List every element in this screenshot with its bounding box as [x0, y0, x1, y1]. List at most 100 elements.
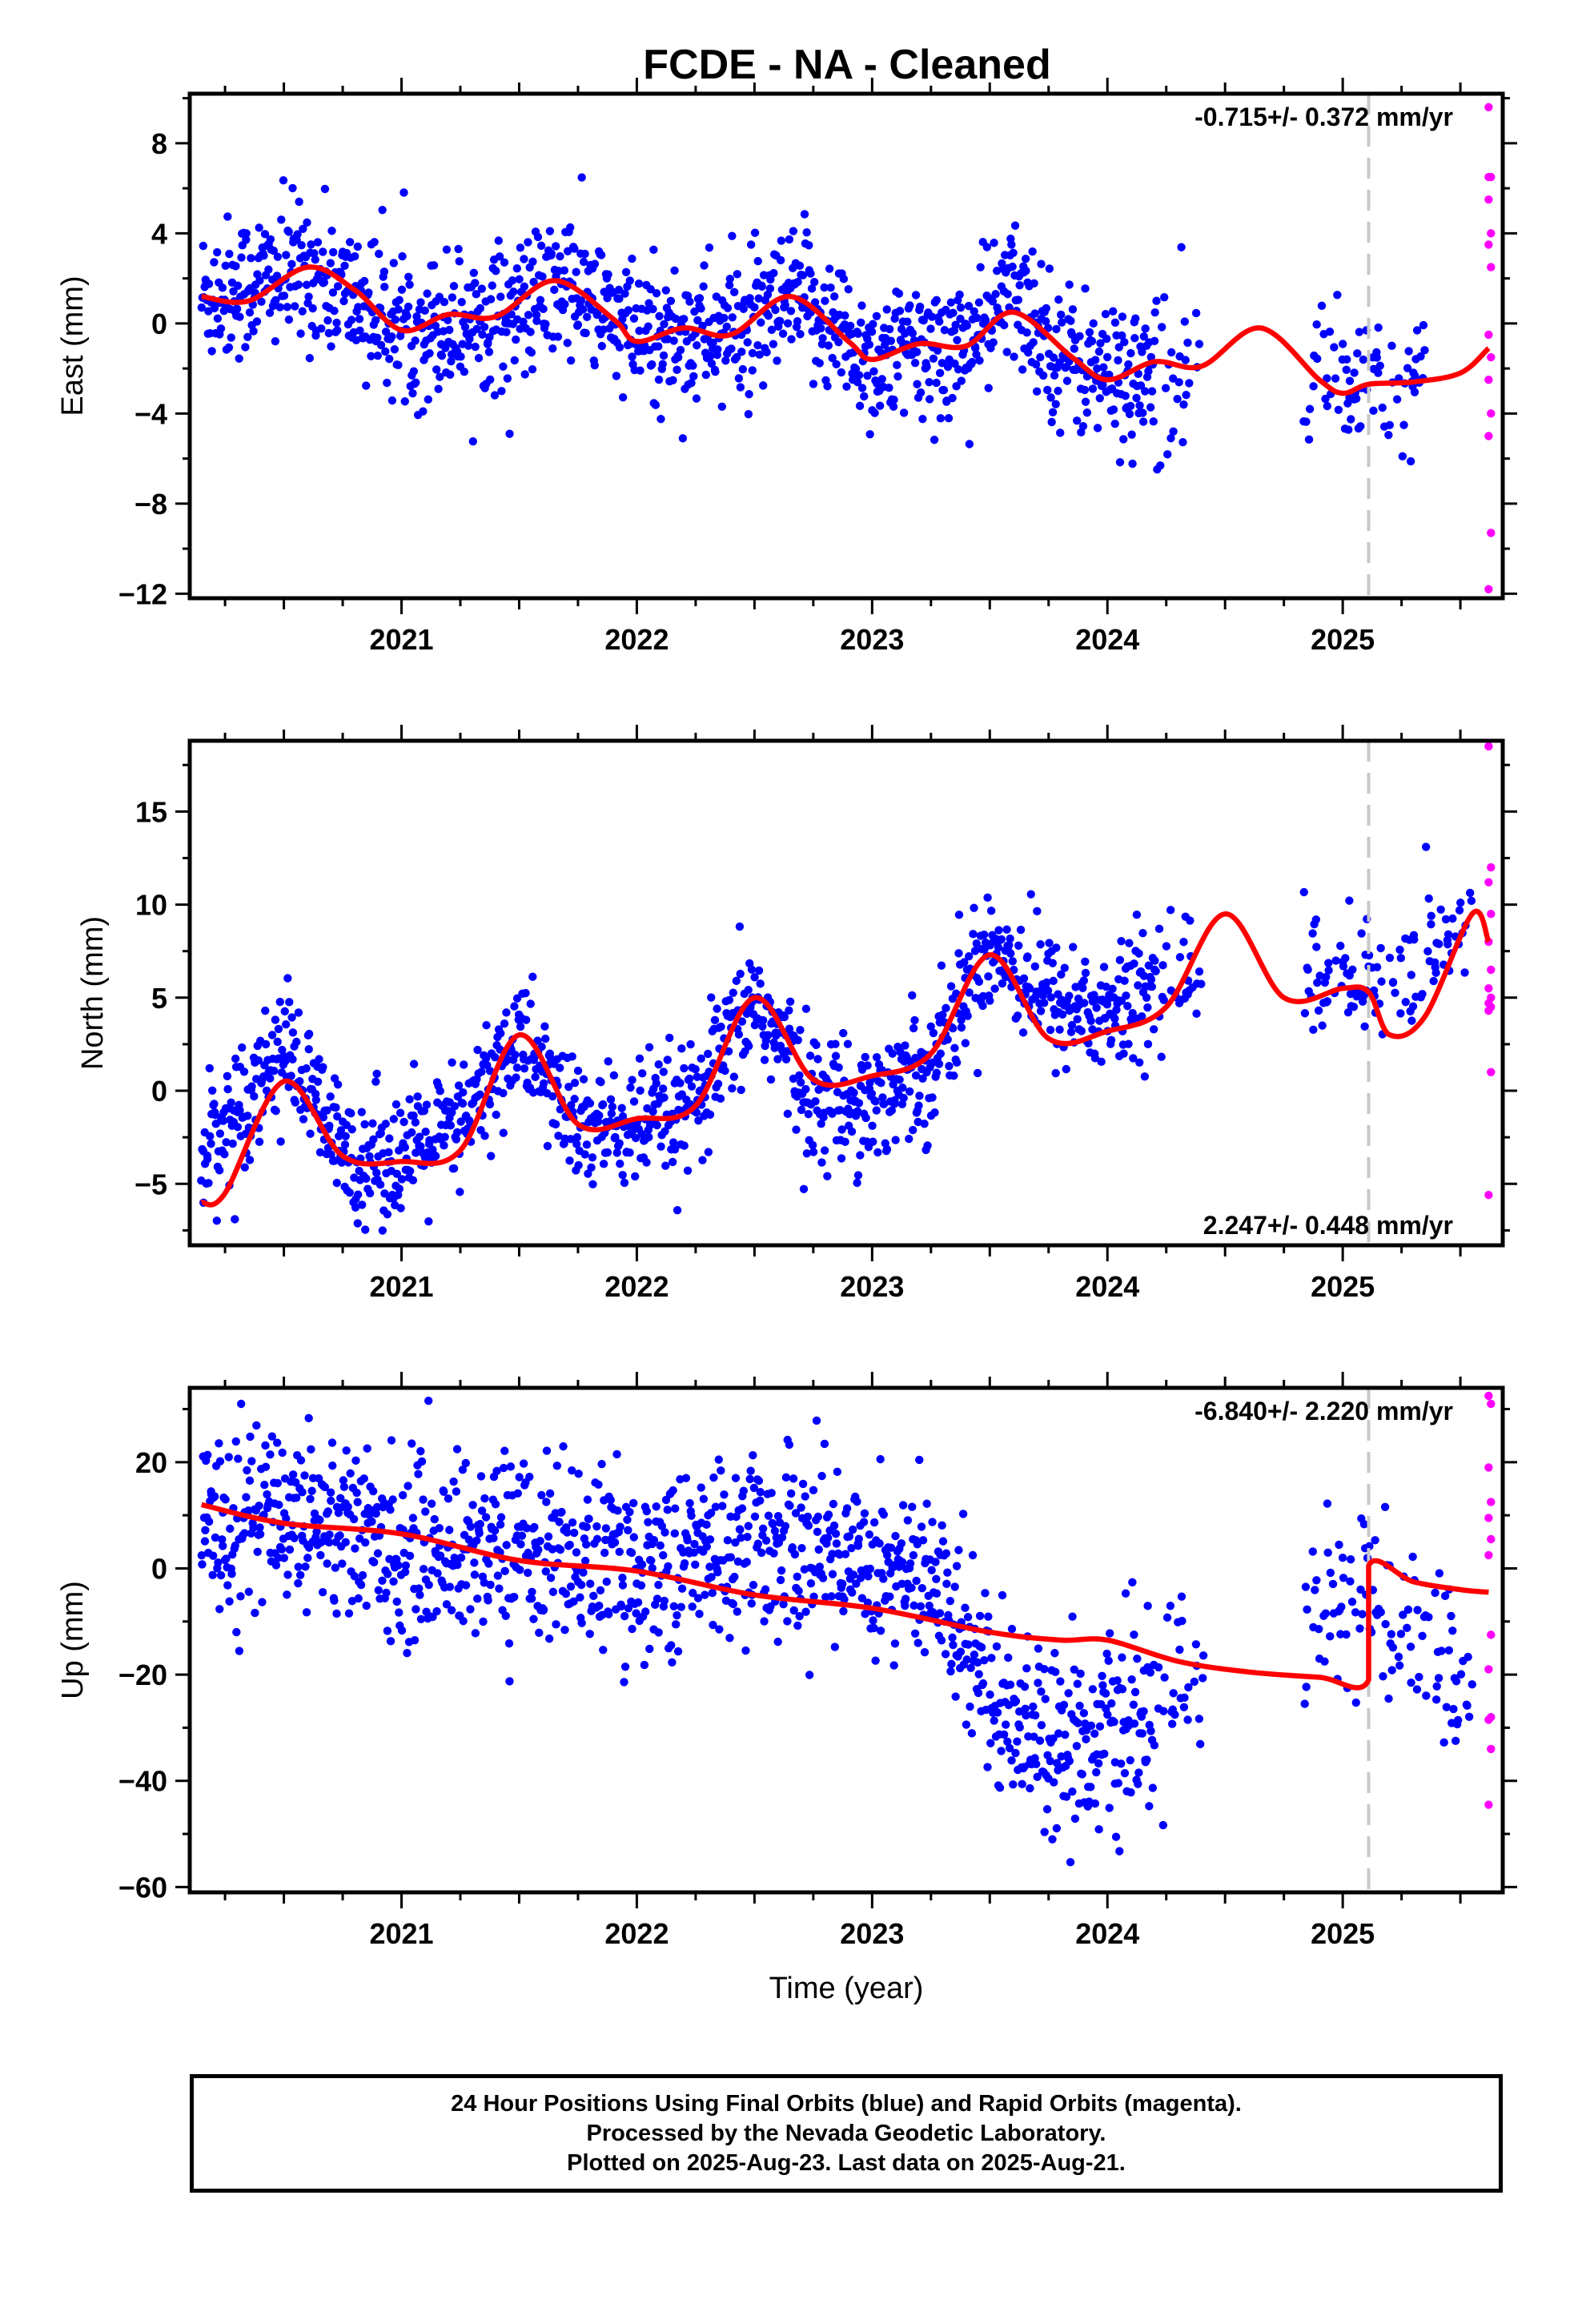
east-final-orbit-point [1109, 307, 1118, 316]
up-final-orbit-point [495, 1584, 504, 1593]
north-final-orbit-point [713, 1004, 721, 1013]
east-final-orbit-point [1054, 386, 1062, 396]
north-final-orbit-point [1372, 963, 1382, 971]
north-final-orbit-point [1120, 976, 1129, 985]
north-final-orbit-point [1086, 1016, 1095, 1026]
up-final-orbit-point [352, 1488, 361, 1498]
east-final-orbit-point [889, 402, 898, 411]
east-final-orbit-point [448, 293, 457, 302]
north-final-orbit-point [1159, 995, 1168, 1005]
up-final-orbit-point [1061, 1730, 1070, 1739]
east-final-orbit-point [1109, 405, 1118, 414]
up-final-orbit-point [820, 1439, 829, 1449]
up-final-orbit-point [767, 1489, 776, 1498]
north-final-orbit-point [459, 1088, 468, 1097]
up-final-orbit-point [1139, 1707, 1148, 1716]
up-final-orbit-point [681, 1474, 691, 1482]
east-final-orbit-point [590, 360, 599, 370]
up-final-orbit-point [565, 1540, 574, 1550]
north-final-orbit-point [1142, 993, 1151, 1003]
east-final-orbit-point [652, 289, 661, 298]
up-final-orbit-point [860, 1509, 869, 1518]
north-final-orbit-point [1129, 1054, 1138, 1063]
north-final-orbit-point [668, 1157, 677, 1167]
north-final-orbit-point [742, 1009, 752, 1018]
up-final-orbit-point [555, 1518, 564, 1526]
north-final-orbit-point [853, 1178, 861, 1188]
north-final-orbit-point [946, 982, 956, 991]
up-final-orbit-point [1180, 1693, 1189, 1703]
east-final-orbit-point [247, 254, 255, 263]
north-final-orbit-point [1424, 894, 1433, 903]
east-final-orbit-point [700, 261, 709, 270]
north-final-orbit-point [869, 1137, 877, 1146]
up-final-orbit-point [1127, 1675, 1136, 1684]
up-final-orbit-point [1183, 1715, 1192, 1724]
north-final-orbit-point [539, 1079, 548, 1088]
up-final-orbit-point [777, 1566, 786, 1575]
up-final-orbit-point [1351, 1608, 1360, 1617]
up-rapid-orbit-point [1484, 1715, 1493, 1724]
north-final-orbit-point [659, 1068, 668, 1076]
east-final-orbit-point [577, 173, 586, 182]
north-final-orbit-point [952, 989, 961, 998]
east-ylabel: East (mm) [56, 275, 90, 416]
up-final-orbit-point [536, 1536, 544, 1546]
up-final-orbit-point [367, 1517, 376, 1526]
up-final-orbit-point [332, 1609, 341, 1618]
up-final-orbit-point [1107, 1699, 1116, 1708]
up-final-orbit-point [1431, 1588, 1439, 1598]
east-final-orbit-point [748, 366, 757, 375]
up-final-orbit-point [1066, 1858, 1075, 1867]
up-final-orbit-point [1011, 1697, 1021, 1706]
up-final-orbit-point [1105, 1629, 1114, 1638]
north-final-orbit-point [211, 1110, 219, 1120]
up-final-orbit-point [824, 1510, 833, 1519]
up-final-orbit-point [1148, 1783, 1158, 1792]
north-final-orbit-point [353, 1190, 363, 1199]
north-final-orbit-point [915, 1092, 924, 1100]
up-final-orbit-point [1030, 1711, 1040, 1720]
up-final-orbit-point [1078, 1770, 1086, 1779]
north-final-orbit-point [271, 1106, 280, 1116]
east-final-orbit-point [793, 277, 802, 287]
north-final-orbit-point [1097, 1057, 1106, 1067]
east-final-orbit-point [471, 279, 480, 287]
north-final-orbit-point [1106, 1035, 1116, 1045]
up-final-orbit-point [913, 1638, 922, 1647]
east-final-orbit-point [539, 304, 548, 313]
east-final-orbit-point [213, 247, 222, 257]
north-final-orbit-point [839, 1028, 848, 1038]
up-final-orbit-point [401, 1561, 411, 1570]
east-final-orbit-point [1342, 365, 1351, 374]
east-final-orbit-point [1339, 340, 1347, 348]
up-final-orbit-point [717, 1466, 725, 1475]
north-final-orbit-point [734, 1030, 744, 1039]
north-final-orbit-point [799, 1184, 809, 1193]
east-final-orbit-point [1095, 394, 1104, 403]
east-final-orbit-point [1096, 339, 1105, 348]
up-final-orbit-point [645, 1644, 654, 1654]
east-final-orbit-point [472, 290, 481, 299]
up-final-orbit-point [790, 1550, 800, 1559]
up-final-orbit-point [909, 1550, 918, 1560]
east-final-orbit-point [911, 291, 921, 300]
north-ylabel: North (mm) [76, 916, 110, 1070]
east-final-orbit-point [472, 324, 481, 333]
east-xtick-label: 2025 [1311, 623, 1375, 656]
north-final-orbit-point [1023, 952, 1032, 961]
up-final-orbit-point [705, 1562, 714, 1571]
east-final-orbit-point [955, 290, 964, 300]
east-final-orbit-point [1387, 341, 1396, 351]
north-final-orbit-point [887, 1106, 897, 1115]
up-rapid-orbit-point [1484, 1550, 1493, 1560]
east-final-orbit-point [624, 306, 633, 315]
north-final-orbit-point [1115, 955, 1125, 965]
north-xtick-label: 2022 [604, 1270, 669, 1303]
up-final-orbit-point [351, 1544, 359, 1553]
up-final-orbit-point [331, 1563, 340, 1572]
north-final-orbit-point [477, 1068, 486, 1076]
up-final-orbit-point [480, 1494, 489, 1503]
north-final-orbit-point [440, 1141, 448, 1150]
